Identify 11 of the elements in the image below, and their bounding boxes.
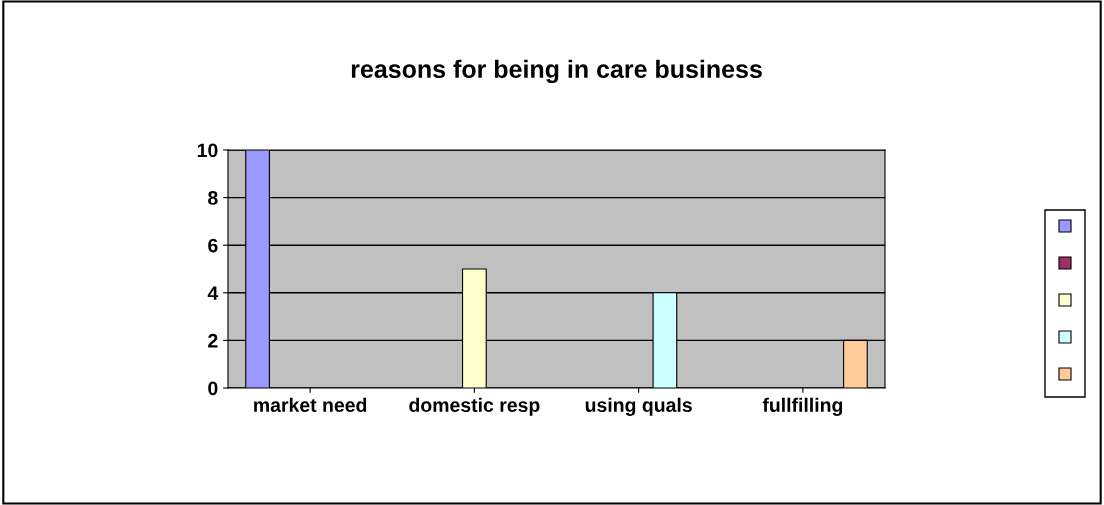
y-tick-label: 8 — [208, 191, 218, 205]
chart-title: reasons for being in care business — [351, 59, 762, 84]
y-tick-label: 0 — [208, 381, 218, 396]
x-tick-label: using quals — [585, 397, 692, 416]
x-tick-label: market need — [254, 397, 367, 412]
x-tick-label: fullfilling — [762, 397, 843, 416]
y-tick-label: 4 — [207, 286, 219, 300]
y-tick-label: 6 — [208, 238, 218, 253]
y-tick-label: 10 — [197, 143, 218, 158]
x-tick-label: domestic resp — [409, 397, 540, 416]
y-tick-label: 2 — [208, 333, 218, 348]
